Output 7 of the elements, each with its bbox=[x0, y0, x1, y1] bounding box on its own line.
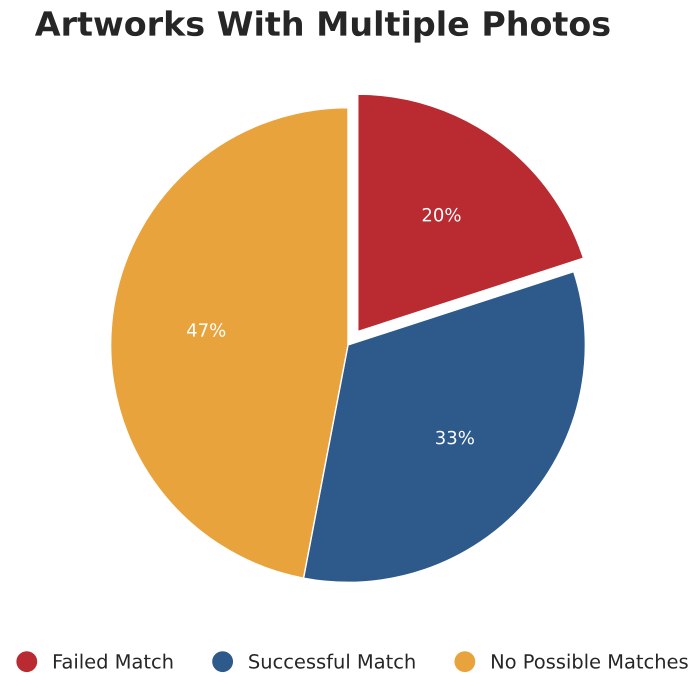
data-label: 47% bbox=[187, 323, 226, 337]
data-label: 33% bbox=[436, 430, 474, 444]
legend-label: Failed Match bbox=[54, 654, 172, 669]
legend-label: Successful Match bbox=[249, 654, 415, 669]
data-label: 20% bbox=[422, 208, 461, 222]
legend-label: No Possible Matches bbox=[492, 654, 688, 669]
chart-title: Artworks With Multiple Photos bbox=[34, 10, 610, 43]
